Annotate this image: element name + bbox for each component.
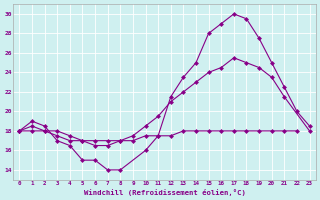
- X-axis label: Windchill (Refroidissement éolien,°C): Windchill (Refroidissement éolien,°C): [84, 189, 245, 196]
